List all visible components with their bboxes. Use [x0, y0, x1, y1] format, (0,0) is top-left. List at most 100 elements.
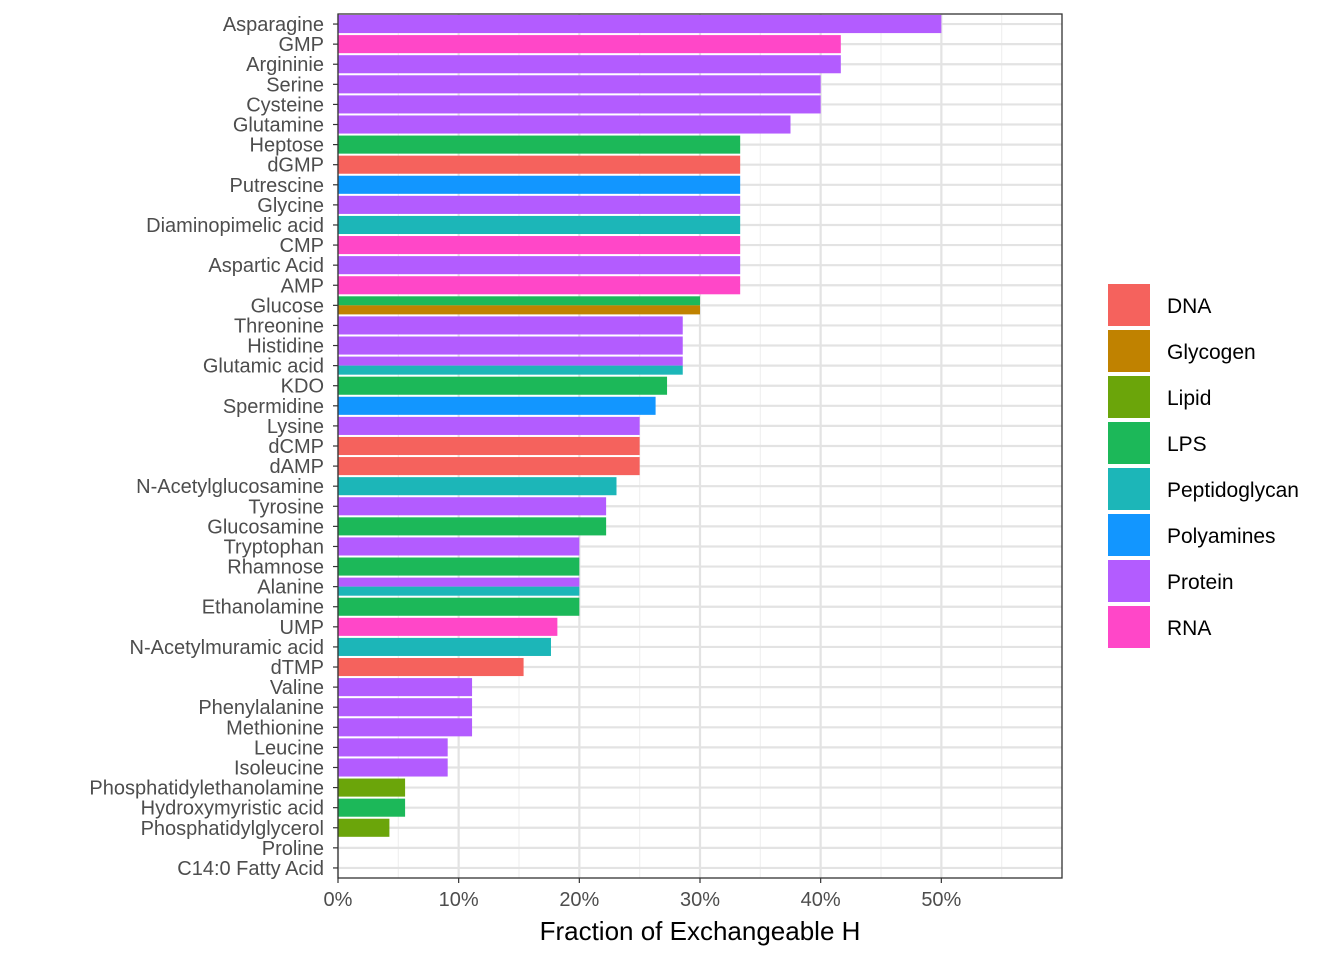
legend-label-polyamines: Polyamines — [1167, 525, 1276, 548]
y-tick-label: C14:0 Fatty Acid — [177, 858, 324, 880]
legend-key-dna — [1108, 284, 1150, 326]
y-tick-label: Phenylalanine — [198, 697, 324, 719]
bar-dtmp-dna — [338, 657, 524, 677]
y-tick-label: Glutamic acid — [203, 356, 324, 378]
bar-ump-rna — [338, 617, 558, 636]
bar-serine-protein — [338, 75, 821, 94]
y-tick-label: dTMP — [271, 657, 324, 679]
bar-layer — [338, 15, 942, 837]
legend-label-lps: LPS — [1167, 433, 1207, 456]
x-tick-label: 50% — [921, 889, 961, 911]
y-tick-label: Histidine — [247, 336, 324, 358]
y-tick-label: Tryptophan — [224, 536, 324, 558]
legend-label-peptidoglycan: Peptidoglycan — [1167, 479, 1299, 502]
bar-n-acetylglucosamine-peptidoglycan — [338, 477, 617, 496]
bar-isoleucine-protein — [338, 758, 448, 777]
legend: DNA Glycogen Lipid LPS Peptidoglycan Polyamin… — [1108, 284, 1299, 648]
legend-label-dna: DNA — [1167, 295, 1211, 318]
bar-diaminopimelic-acid-peptidoglycan — [338, 215, 741, 235]
y-tick-label: Phosphatidylglycerol — [141, 818, 324, 840]
bar-histidine-protein — [338, 336, 683, 355]
bar-damp-dna — [338, 457, 640, 476]
y-tick-label: dCMP — [268, 436, 324, 458]
y-tick-label: N-Acetylmuramic acid — [130, 637, 324, 659]
legend-key-lps — [1108, 422, 1150, 464]
y-tick-label: Glycine — [257, 195, 324, 217]
y-tick-label: dGMP — [267, 155, 324, 177]
bar-tryptophan-protein — [338, 537, 580, 556]
bar-valine-protein — [338, 678, 473, 697]
legend-key-glycogen — [1108, 330, 1150, 372]
bar-kdo-lps — [338, 376, 668, 395]
bar-phosphatidylethanolamine-lipid — [338, 778, 406, 797]
legend-key-lipid — [1108, 376, 1150, 418]
bar-glutamic-acid-peptidoglycan — [338, 365, 683, 375]
y-tick-label: Serine — [266, 74, 324, 96]
y-tick-label: Heptose — [250, 135, 325, 157]
legend-label-rna: RNA — [1167, 617, 1211, 640]
bar-alanine-protein — [338, 577, 580, 587]
y-tick-label: Diaminopimelic acid — [146, 215, 324, 237]
bar-rhamnose-lps — [338, 557, 580, 576]
bar-leucine-protein — [338, 738, 448, 757]
bar-lysine-protein — [338, 416, 640, 435]
y-tick-label: Leucine — [254, 737, 324, 759]
y-tick-label: N-Acetylglucosamine — [136, 476, 324, 498]
y-tick-label: dAMP — [270, 456, 324, 478]
x-tick-label: 40% — [801, 889, 841, 911]
y-tick-label: Threonine — [234, 315, 324, 337]
x-tick-label: 10% — [439, 889, 479, 911]
y-tick-label: GMP — [278, 34, 324, 56]
bar-spermidine-polyamines — [338, 396, 656, 415]
y-tick-label: Lysine — [267, 416, 324, 438]
bar-heptose-lps — [338, 135, 741, 154]
y-tick-label: Valine — [270, 677, 324, 699]
legend-key-rna — [1108, 606, 1150, 648]
bar-phenylalanine-protein — [338, 698, 473, 717]
y-tick-label: Argininie — [246, 54, 324, 76]
bar-asparagine-protein — [338, 15, 942, 34]
bar-putrescine-polyamines — [338, 175, 741, 194]
y-tick-label: Cysteine — [246, 94, 324, 116]
y-tick-label: Alanine — [257, 577, 324, 599]
bar-dgmp-dna — [338, 155, 741, 174]
bar-gmp-rna — [338, 35, 841, 54]
bar-alanine-peptidoglycan — [338, 586, 580, 596]
legend-label-protein: Protein — [1167, 571, 1234, 594]
bar-amp-rna — [338, 276, 741, 295]
bar-argininie-protein — [338, 55, 841, 74]
bar-threonine-protein — [338, 316, 683, 335]
bar-methionine-protein — [338, 718, 473, 737]
bar-glucose-lps — [338, 296, 700, 306]
y-tick-label: Methionine — [226, 717, 324, 739]
bar-cysteine-protein — [338, 95, 821, 114]
y-axis-labels: AsparagineGMPArgininieSerineCysteineGlut… — [89, 14, 338, 880]
x-tick-label: 0% — [324, 889, 353, 911]
y-tick-label: Ethanolamine — [202, 597, 324, 619]
y-tick-label: Tyrosine — [248, 496, 324, 518]
y-tick-label: Spermidine — [223, 396, 324, 418]
bar-n-acetylmuramic-acid-peptidoglycan — [338, 637, 551, 656]
bar-glucose-glycogen — [338, 305, 700, 315]
y-tick-label: Putrescine — [230, 175, 325, 197]
bar-aspartic-acid-protein — [338, 256, 741, 275]
bar-phosphatidylglycerol-lipid — [338, 818, 390, 837]
y-tick-label: KDO — [281, 376, 324, 398]
bar-glutamic-acid-protein — [338, 356, 683, 366]
legend-key-protein — [1108, 560, 1150, 602]
x-axis-labels: 0% 10% 20% 30% 40% 50% — [324, 878, 962, 911]
y-tick-label: Asparagine — [223, 14, 324, 36]
x-tick-label: 20% — [559, 889, 599, 911]
y-tick-label: Isoleucine — [234, 757, 324, 779]
bar-dcmp-dna — [338, 436, 640, 456]
y-tick-label: Glutamine — [233, 115, 324, 137]
y-tick-label: UMP — [280, 617, 324, 639]
y-tick-label: Proline — [262, 838, 324, 860]
y-tick-label: CMP — [280, 235, 324, 257]
legend-label-glycogen: Glycogen — [1167, 341, 1256, 364]
bar-cmp-rna — [338, 236, 741, 255]
x-axis-title: Fraction of Exchangeable H — [540, 916, 861, 946]
bar-glycine-protein — [338, 195, 741, 214]
